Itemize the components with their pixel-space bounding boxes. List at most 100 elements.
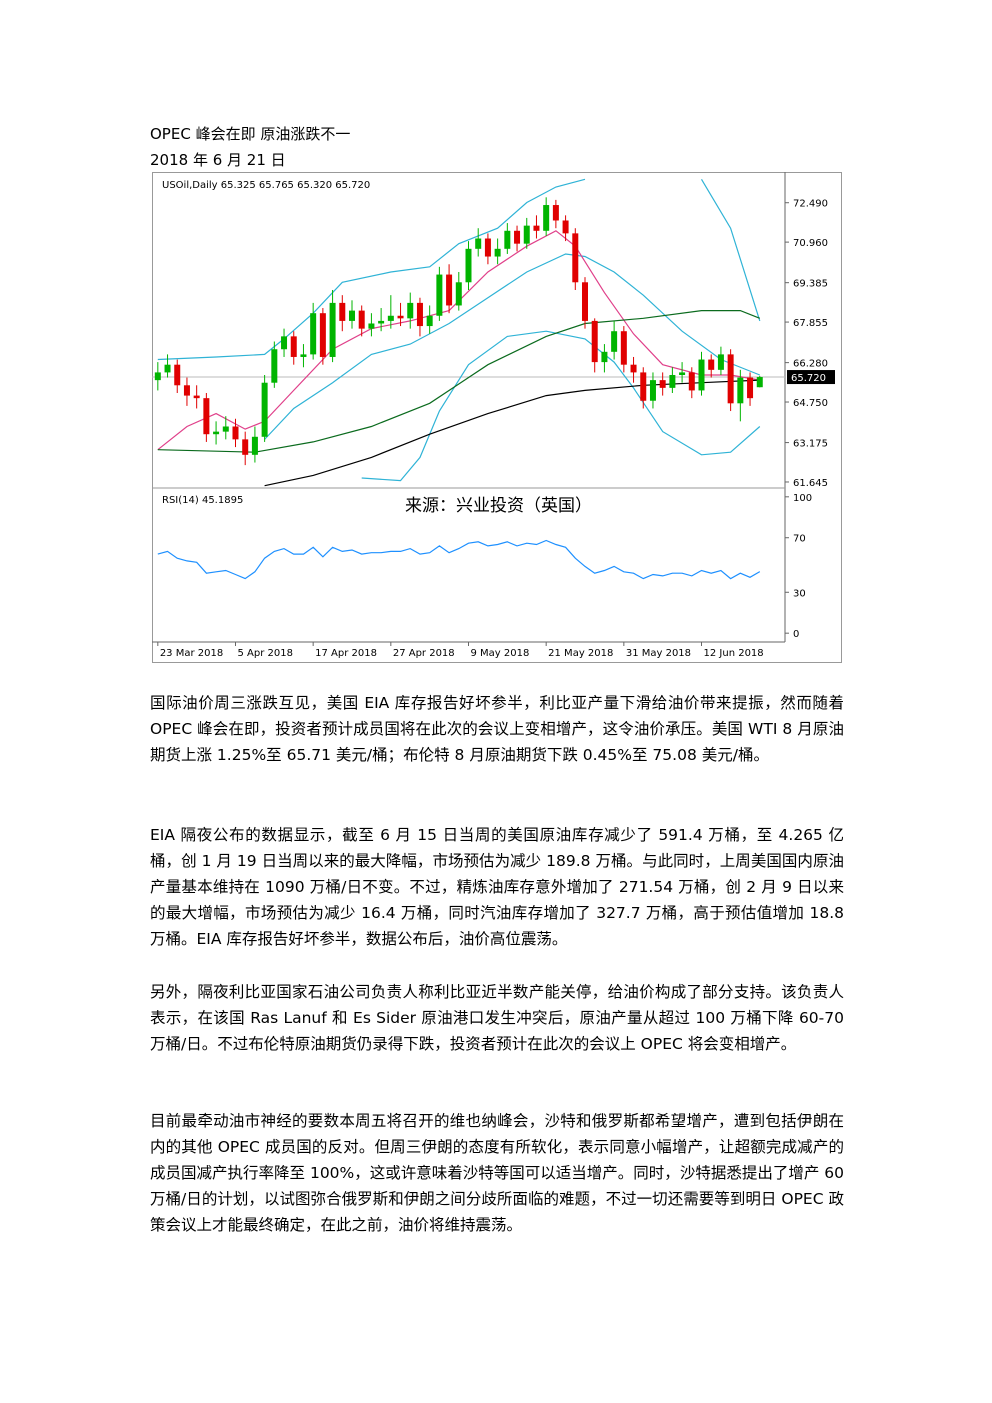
paragraph: 另外，隔夜利比亚国家石油公司负责人称利比亚近半数产能关停，给油价构成了部分支持。… bbox=[150, 983, 844, 1053]
y-tick-label: 61.645 bbox=[793, 478, 828, 489]
candle-body bbox=[348, 310, 355, 321]
candle-body bbox=[193, 395, 200, 399]
candle-body bbox=[368, 323, 375, 329]
paragraph: 国际油价周三涨跌互见，美国 EIA 库存报告好坏参半，利比亚产量下滑给油价带来提… bbox=[150, 694, 844, 764]
candle-body bbox=[475, 238, 482, 249]
candle-body bbox=[290, 336, 297, 357]
candle-body bbox=[756, 377, 763, 388]
paragraph: EIA 隔夜公布的数据显示，截至 6 月 15 日当周的美国原油库存减少了 59… bbox=[150, 826, 844, 948]
candle-body bbox=[679, 372, 686, 375]
candle-body bbox=[455, 282, 462, 306]
candle-body bbox=[737, 377, 744, 404]
last-price-box bbox=[787, 370, 835, 385]
candle-body bbox=[514, 230, 521, 244]
candle-body bbox=[611, 331, 618, 352]
candle-body bbox=[484, 238, 491, 257]
candle-body bbox=[552, 205, 559, 221]
candle-body bbox=[523, 225, 530, 244]
candle-body bbox=[669, 374, 676, 388]
candle-body bbox=[698, 359, 705, 391]
indicator-line bbox=[361, 330, 761, 482]
rsi-tick-label: 0 bbox=[793, 629, 799, 640]
x-tick-label: 9 May 2018 bbox=[471, 648, 530, 659]
candle-body bbox=[426, 315, 433, 327]
watermark: 来源：兴业投资（英国） bbox=[405, 496, 592, 516]
candle-body bbox=[446, 274, 453, 306]
candle-body bbox=[436, 274, 443, 316]
candle-body bbox=[601, 351, 608, 363]
indicator-line bbox=[157, 230, 760, 451]
candle-body bbox=[300, 354, 307, 357]
candle-body bbox=[358, 310, 365, 329]
x-tick-label: 12 Jun 2018 bbox=[704, 648, 764, 659]
x-tick-label: 31 May 2018 bbox=[626, 648, 691, 659]
candle-body bbox=[310, 313, 317, 355]
candle-body bbox=[572, 233, 579, 283]
candle-body bbox=[630, 364, 637, 373]
x-tick-label: 21 May 2018 bbox=[548, 648, 613, 659]
rsi-tick-label: 30 bbox=[793, 588, 806, 599]
chart-legend: USOil,Daily 65.325 65.765 65.320 65.720 bbox=[162, 180, 370, 191]
candle-body bbox=[154, 372, 161, 381]
doc-date: 2018 年 6 月 21 日 bbox=[150, 151, 286, 169]
candle-body bbox=[213, 431, 220, 435]
candle-body bbox=[164, 364, 171, 373]
x-tick-label: 17 Apr 2018 bbox=[315, 648, 377, 659]
y-tick-label: 64.750 bbox=[793, 398, 828, 409]
indicator-line bbox=[157, 178, 761, 361]
candle-body bbox=[339, 302, 346, 321]
candle-body bbox=[174, 364, 181, 386]
candle-body bbox=[203, 398, 210, 435]
candle-body bbox=[183, 385, 190, 396]
paragraph: 目前最牵动油市神经的要数本周五将召开的维也纳峰会，沙特和俄罗斯都希望增产，遭到包… bbox=[150, 1112, 844, 1234]
candle-body bbox=[620, 331, 627, 365]
candle-body bbox=[494, 248, 501, 257]
rsi-tick-label: 70 bbox=[793, 534, 806, 545]
candle-body bbox=[727, 354, 734, 404]
candle-body bbox=[251, 436, 258, 455]
candle-body bbox=[708, 359, 715, 370]
candle-body bbox=[533, 225, 540, 231]
y-tick-label: 66.280 bbox=[793, 359, 828, 370]
candle-body bbox=[591, 320, 598, 363]
chart-frame bbox=[152, 172, 842, 663]
candle-body bbox=[649, 380, 656, 401]
candle-body bbox=[261, 382, 268, 437]
candle-body bbox=[329, 302, 336, 357]
candle-body bbox=[222, 426, 229, 432]
y-tick-label: 69.385 bbox=[793, 279, 828, 290]
last-price-label: 65.720 bbox=[791, 373, 826, 384]
candle-body bbox=[397, 315, 404, 319]
candle-body bbox=[640, 372, 647, 401]
candle-body bbox=[319, 313, 326, 357]
x-tick-label: 23 Mar 2018 bbox=[160, 648, 223, 659]
indicator-line bbox=[157, 310, 761, 453]
candle-body bbox=[688, 372, 695, 391]
candle-body bbox=[378, 320, 385, 324]
x-tick-label: 27 Apr 2018 bbox=[393, 648, 455, 659]
candle-body bbox=[271, 349, 278, 383]
doc-title: OPEC 峰会在即 原油涨跌不一 bbox=[150, 125, 351, 143]
candle-body bbox=[407, 302, 414, 319]
candle-body bbox=[387, 315, 394, 321]
candle-body bbox=[232, 426, 239, 440]
chart: USOil,Daily 65.325 65.765 65.320 65.720 … bbox=[152, 172, 842, 663]
indicator-line bbox=[157, 539, 761, 580]
candle-body bbox=[416, 302, 423, 327]
rsi-tick-label: 100 bbox=[793, 493, 812, 504]
candle-body bbox=[281, 336, 288, 350]
x-tick-label: 5 Apr 2018 bbox=[237, 648, 292, 659]
rsi-label: RSI(14) 45.1895 bbox=[162, 495, 243, 506]
candle-body bbox=[465, 248, 472, 283]
candle-body bbox=[562, 220, 569, 234]
y-tick-label: 72.490 bbox=[793, 199, 828, 210]
y-tick-label: 70.960 bbox=[793, 238, 828, 249]
y-tick-label: 67.855 bbox=[793, 318, 828, 329]
candle-body bbox=[582, 282, 589, 321]
y-tick-label: 63.175 bbox=[793, 439, 828, 450]
candle-body bbox=[659, 380, 666, 388]
candle-body bbox=[717, 354, 724, 370]
candle-body bbox=[543, 205, 550, 231]
indicator-line bbox=[264, 253, 761, 440]
